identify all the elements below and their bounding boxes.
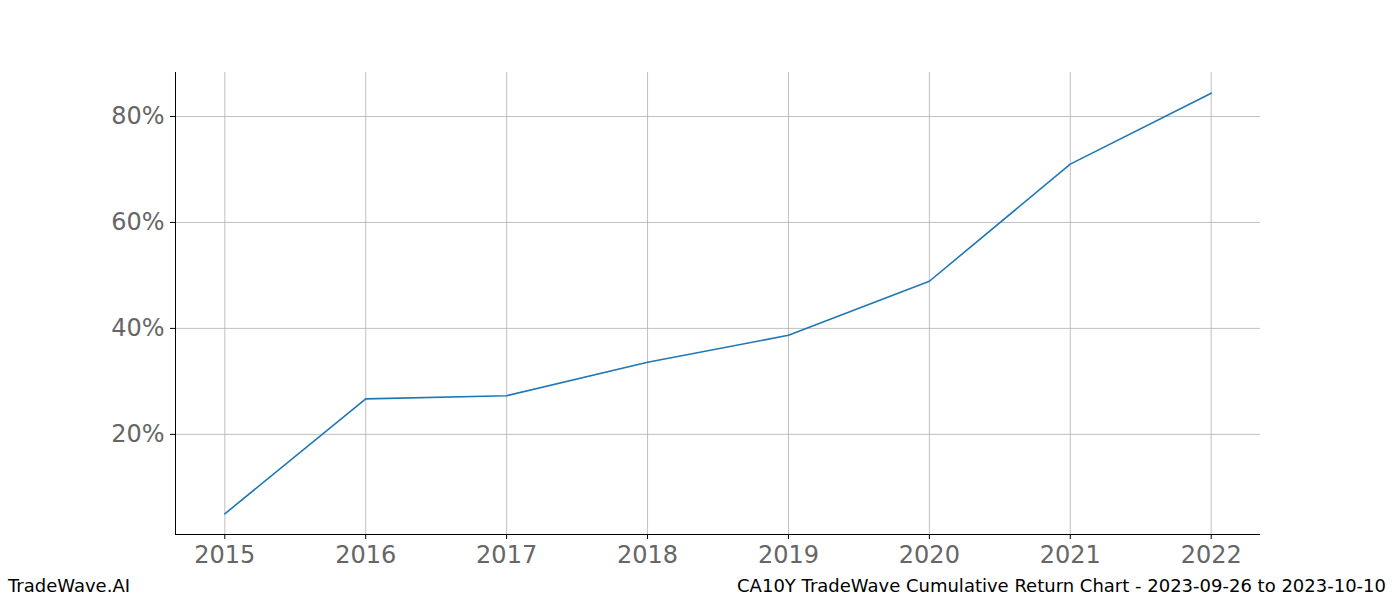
svg-text:2019: 2019 (758, 541, 819, 569)
svg-text:2021: 2021 (1040, 541, 1101, 569)
html-text:CA10Y TradeWave Cumulative Ret: CA10Y TradeWave Cumulative Return Chart … (737, 575, 1386, 596)
svg-text:40%: 40% (111, 314, 164, 342)
svg-text:60%: 60% (111, 208, 164, 236)
svg-text:2022: 2022 (1181, 541, 1242, 569)
svg-text:20%: 20% (111, 420, 164, 448)
svg-text:2015: 2015 (194, 541, 255, 569)
svg-text:2018: 2018 (617, 541, 678, 569)
svg-text:2017: 2017 (476, 541, 537, 569)
html-text:TradeWave.AI: TradeWave.AI (8, 575, 130, 596)
svg-text:2020: 2020 (899, 541, 960, 569)
svg-text:80%: 80% (111, 102, 164, 130)
svg-text:2016: 2016 (335, 541, 396, 569)
